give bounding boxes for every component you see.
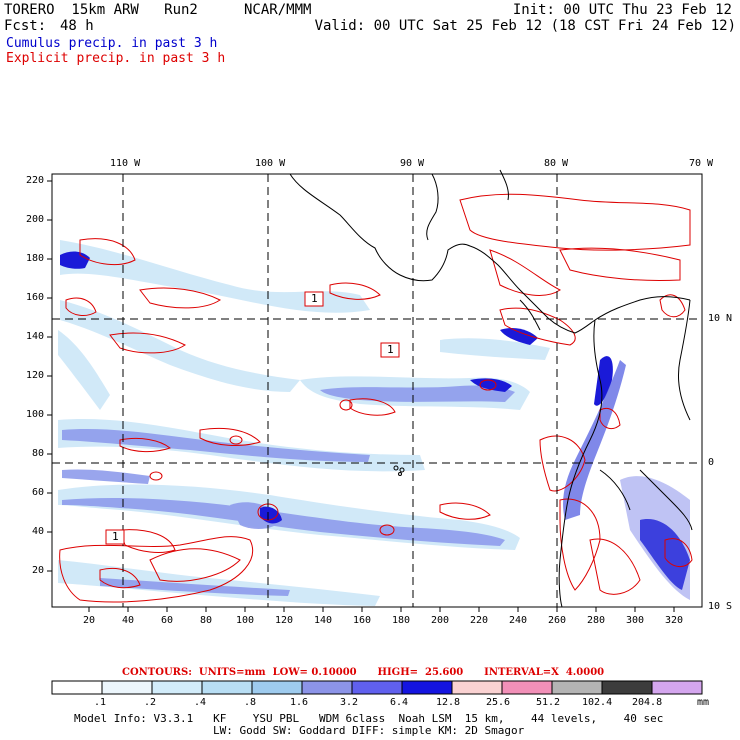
y-tick-label: 180 xyxy=(26,253,45,264)
color-scale-label: .4 xyxy=(194,697,207,708)
coastlines xyxy=(289,169,693,608)
lon-label: 100 W xyxy=(255,158,286,169)
color-scale-label: 6.4 xyxy=(390,697,409,708)
color-scale-label: 1.6 xyxy=(290,697,309,708)
annotation-boxes xyxy=(105,291,400,545)
x-tick-label: 20 xyxy=(83,615,96,626)
annotation-label: 1 xyxy=(112,530,119,543)
color-scale-label: 102.4 xyxy=(582,697,613,708)
forecast-label: Fcst: xyxy=(4,18,47,34)
color-scale-label: .8 xyxy=(244,697,257,708)
organization: NCAR/MMM xyxy=(244,2,312,18)
lat-label: 0 xyxy=(708,457,715,468)
x-tick-label: 300 xyxy=(626,615,645,626)
color-scale-label: 51.2 xyxy=(536,697,561,708)
model-title: TORERO 15km ARW Run2 xyxy=(4,2,198,18)
y-axis-ticks xyxy=(47,180,52,572)
x-tick-label: 60 xyxy=(161,615,174,626)
x-tick-label: 180 xyxy=(392,615,411,626)
color-scale-label: 12.8 xyxy=(436,697,461,708)
x-tick-label: 280 xyxy=(587,615,606,626)
x-tick-label: 80 xyxy=(200,615,213,626)
andes-convection xyxy=(563,360,690,600)
map-frame xyxy=(51,173,703,608)
cumulus-shading-light xyxy=(58,240,550,606)
color-scale-label: 204.8 xyxy=(632,697,663,708)
explicit-caption: Explicit precip. in past 3 h xyxy=(6,51,226,66)
color-scale-label: 25.6 xyxy=(486,697,511,708)
y-tick-label: 20 xyxy=(32,565,45,576)
graticule xyxy=(52,174,702,607)
lon-label: 110 W xyxy=(110,158,141,169)
color-scale-label: .2 xyxy=(144,697,157,708)
y-tick-label: 60 xyxy=(32,487,45,498)
y-tick-label: 160 xyxy=(26,292,45,303)
y-tick-label: 80 xyxy=(32,448,45,459)
x-tick-label: 40 xyxy=(122,615,135,626)
color-scale-label: .1 xyxy=(94,697,107,708)
color-scale-label: 3.2 xyxy=(340,697,359,708)
y-tick-label: 220 xyxy=(26,175,45,186)
x-tick-label: 120 xyxy=(275,615,294,626)
x-axis-ticks xyxy=(88,607,675,612)
lat-label: 10 N xyxy=(708,313,733,324)
y-tick-label: 200 xyxy=(26,214,45,225)
y-tick-label: 120 xyxy=(26,370,45,381)
explicit-contours xyxy=(59,193,693,603)
lon-label: 70 W xyxy=(689,158,714,169)
model-info: Model Info: V3.3.1 KF YSU PBL WDM 6class… xyxy=(74,712,664,725)
x-tick-label: 160 xyxy=(353,615,372,626)
cumulus-shading-medium xyxy=(62,385,515,596)
x-tick-label: 200 xyxy=(431,615,450,626)
init-time: Init: 00 UTC Thu 23 Feb 12 xyxy=(512,2,732,18)
y-tick-label: 140 xyxy=(26,331,45,342)
lon-label: 90 W xyxy=(400,158,425,169)
x-tick-label: 140 xyxy=(314,615,333,626)
annotation-label: 1 xyxy=(311,292,318,305)
x-tick-label: 260 xyxy=(548,615,567,626)
lon-label: 80 W xyxy=(544,158,569,169)
galapagos-islands xyxy=(393,465,405,476)
x-tick-label: 220 xyxy=(470,615,489,626)
y-tick-label: 40 xyxy=(32,526,45,537)
x-tick-label: 100 xyxy=(236,615,255,626)
forecast-hour: 48 h xyxy=(60,18,94,34)
physics-info: LW: Godd SW: Goddard DIFF: simple KM: 2D… xyxy=(213,724,525,737)
x-tick-label: 240 xyxy=(509,615,528,626)
units-label: mm xyxy=(697,697,710,708)
valid-time: Valid: 00 UTC Sat 25 Feb 12 (18 CST Fri … xyxy=(314,18,736,34)
cumulus-caption: Cumulus precip. in past 3 h xyxy=(6,36,218,51)
y-tick-label: 100 xyxy=(26,409,45,420)
annotation-label: 1 xyxy=(387,343,394,356)
lat-label: 10 S xyxy=(708,601,733,612)
x-tick-label: 320 xyxy=(665,615,684,626)
contours-info: CONTOURS: UNITS=mm LOW= 0.10000 HIGH= 25… xyxy=(122,667,605,678)
